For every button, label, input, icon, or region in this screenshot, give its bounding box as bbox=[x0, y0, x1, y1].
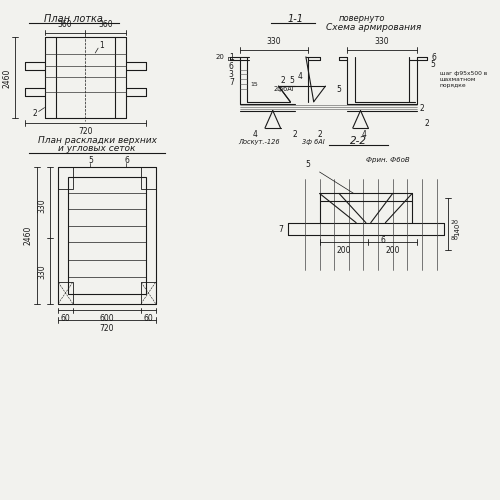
Bar bbox=[58, 167, 73, 188]
Text: 2: 2 bbox=[280, 76, 285, 85]
Text: 720: 720 bbox=[78, 127, 92, 136]
Text: Фрин. Ф6оВ: Фрин. Ф6оВ bbox=[366, 158, 410, 164]
Text: повернуто: повернуто bbox=[339, 14, 386, 24]
Text: 2: 2 bbox=[293, 130, 298, 140]
Text: 720: 720 bbox=[100, 324, 114, 333]
Text: Лоскут.-126: Лоскут.-126 bbox=[238, 138, 280, 144]
Text: План раскладки верхних: План раскладки верхних bbox=[38, 136, 156, 145]
Text: Схема армирования: Схема армирования bbox=[326, 23, 421, 32]
Text: 140: 140 bbox=[454, 223, 460, 236]
Text: 7: 7 bbox=[229, 78, 234, 86]
Text: 330: 330 bbox=[266, 37, 281, 46]
Text: 60: 60 bbox=[60, 314, 70, 324]
Text: 2: 2 bbox=[317, 130, 322, 140]
Text: 2: 2 bbox=[32, 109, 37, 118]
Text: 330: 330 bbox=[38, 264, 46, 279]
Text: 6: 6 bbox=[432, 54, 436, 62]
Text: и угловых сеток: и угловых сеток bbox=[58, 144, 136, 153]
Text: 7: 7 bbox=[278, 225, 283, 234]
Text: 60: 60 bbox=[144, 314, 154, 324]
Text: 330: 330 bbox=[374, 37, 390, 46]
Text: 6: 6 bbox=[229, 62, 234, 71]
Text: 4: 4 bbox=[252, 130, 258, 140]
Text: 3: 3 bbox=[229, 70, 234, 79]
Text: 2: 2 bbox=[420, 104, 424, 113]
Text: 80: 80 bbox=[450, 236, 458, 241]
Text: 2-2: 2-2 bbox=[350, 136, 367, 146]
Text: 200: 200 bbox=[336, 246, 351, 255]
Text: 15: 15 bbox=[250, 82, 258, 86]
Text: 6: 6 bbox=[380, 236, 386, 244]
Text: 4: 4 bbox=[362, 130, 367, 140]
Text: 2460: 2460 bbox=[2, 68, 12, 88]
Text: План лотка: План лотка bbox=[44, 14, 103, 24]
Text: 4: 4 bbox=[298, 72, 302, 81]
Text: 1: 1 bbox=[100, 40, 104, 50]
Text: шаг ф95х500 в
шахматном
порядке: шаг ф95х500 в шахматном порядке bbox=[440, 71, 487, 88]
Text: 600: 600 bbox=[100, 314, 114, 324]
Text: 200: 200 bbox=[386, 246, 400, 255]
Text: 5: 5 bbox=[88, 156, 93, 165]
Text: 5: 5 bbox=[290, 76, 294, 85]
Text: 330: 330 bbox=[38, 199, 46, 214]
Text: 20: 20 bbox=[450, 220, 458, 225]
Bar bbox=[141, 282, 156, 304]
Text: 360: 360 bbox=[98, 20, 114, 28]
Text: 360: 360 bbox=[58, 20, 72, 28]
Text: 5: 5 bbox=[430, 60, 435, 69]
Text: 20: 20 bbox=[215, 54, 224, 60]
Text: 6: 6 bbox=[124, 156, 129, 165]
Text: 2ф6AI: 2ф6AI bbox=[273, 86, 294, 92]
Text: 3ф 6AI: 3ф 6AI bbox=[302, 138, 325, 144]
Text: 5: 5 bbox=[336, 84, 342, 94]
Bar bbox=[58, 282, 73, 304]
Bar bbox=[58, 167, 156, 304]
Text: 2460: 2460 bbox=[24, 226, 33, 245]
Text: 1-1: 1-1 bbox=[287, 14, 303, 24]
Bar bbox=[68, 177, 146, 294]
Text: 2: 2 bbox=[424, 118, 429, 128]
Text: 5: 5 bbox=[306, 160, 310, 168]
Bar bbox=[141, 167, 156, 188]
Text: 1: 1 bbox=[229, 54, 234, 62]
